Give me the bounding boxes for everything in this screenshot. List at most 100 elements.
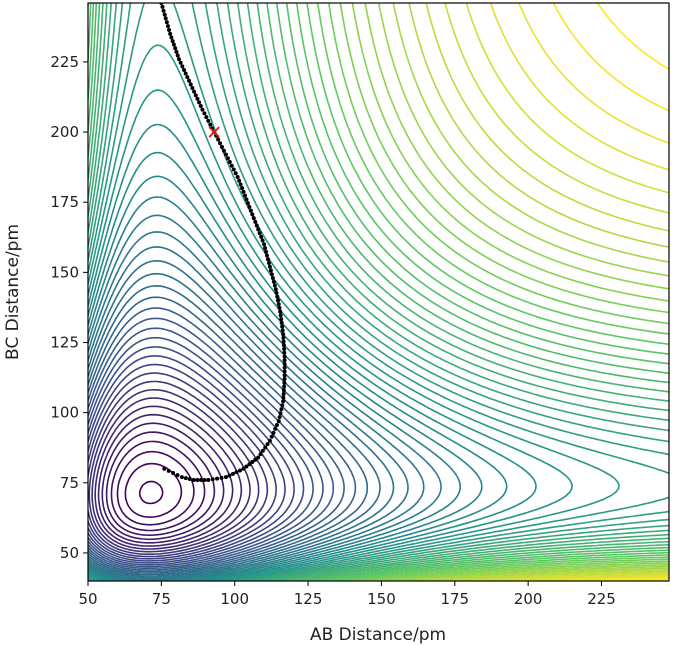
trajectory-point [179, 475, 184, 480]
trajectory-point [267, 438, 272, 443]
contour-line [88, 151, 508, 581]
x-axis-ticks: 50 75 100 125 150 175 200 225 [78, 581, 616, 608]
trajectory-point [273, 287, 278, 292]
trajectory-point [278, 309, 283, 314]
x-tick-label: 50 [78, 590, 97, 608]
contour-line [88, 123, 537, 581]
trajectory-point [204, 115, 209, 120]
trajectory-point [187, 477, 192, 482]
trajectory-point [279, 320, 284, 325]
contour-line [88, 214, 442, 581]
x-tick-label: 125 [294, 590, 323, 608]
trajectory-point [161, 8, 166, 13]
y-axis-ticks: 50 75 100 125 150 175 200 225 [50, 53, 88, 562]
trajectory-point [282, 376, 287, 381]
contour-line [444, 3, 669, 581]
contour-line [408, 3, 669, 581]
trajectory-point [170, 39, 175, 44]
contour-line [94, 405, 243, 547]
trajectory-point [280, 324, 285, 329]
trajectory-point [165, 24, 170, 29]
trajectory-point [280, 403, 285, 408]
y-tick-label: 200 [50, 123, 79, 141]
trajectory-point [188, 82, 193, 87]
trajectory-point [235, 174, 240, 179]
trajectory-point [247, 462, 252, 467]
trajectory-point [237, 178, 242, 183]
trajectory-point [181, 67, 186, 72]
trajectory-point [280, 328, 285, 333]
trajectory-point [267, 264, 272, 269]
trajectory-point [257, 231, 262, 236]
contour-line [116, 450, 195, 526]
plot-frame [87, 2, 670, 582]
trajectory-point [275, 294, 280, 299]
trajectory-point [268, 268, 273, 273]
trajectory-point [265, 442, 270, 447]
trajectory-point [202, 477, 207, 482]
contour-line [88, 260, 395, 577]
trajectory-point [168, 31, 173, 36]
trajectory-point [270, 275, 275, 280]
trajectory-point [279, 317, 284, 322]
contour-line [88, 346, 305, 564]
trajectory-point [191, 477, 196, 482]
trajectory-point [175, 53, 180, 58]
x-tick-label: 200 [514, 590, 543, 608]
trajectory-point [171, 470, 176, 475]
trajectory-point [281, 399, 286, 404]
trajectory-point [271, 430, 276, 435]
trajectory-point [281, 339, 286, 344]
trajectory-point [282, 354, 287, 359]
trajectory-point [175, 473, 180, 478]
trajectory-point [282, 369, 287, 374]
trajectory-point [263, 445, 268, 450]
trajectory-point [221, 148, 226, 153]
trajectory-point [169, 35, 174, 40]
trajectory-point [274, 422, 279, 427]
trajectory-point [245, 201, 250, 206]
x-axis-label: AB Distance/pm [310, 625, 446, 645]
y-tick-label: 175 [50, 193, 79, 211]
trajectory-point [253, 457, 258, 462]
trajectory-point [176, 57, 181, 62]
trajectory-point [276, 302, 281, 307]
trajectory-point [282, 384, 287, 389]
trajectory-point [229, 163, 234, 168]
contour-line [88, 355, 295, 562]
trajectory-point [278, 411, 283, 416]
trajectory-point [256, 455, 261, 460]
contour-line [88, 246, 409, 579]
trajectory-point [281, 388, 286, 393]
trajectory-point [195, 477, 200, 482]
trajectory-point [264, 253, 269, 258]
y-tick-label: 100 [50, 404, 79, 422]
trajectory-point [208, 122, 213, 127]
trajectory-point [234, 470, 239, 475]
trajectory-point [263, 246, 268, 251]
contour-line [88, 3, 669, 581]
contour-line [97, 413, 234, 544]
trajectory-point [238, 182, 243, 187]
contour-line [88, 3, 669, 581]
trajectory-point [281, 391, 286, 396]
trajectory-point [277, 415, 282, 420]
trajectory-point [198, 104, 203, 109]
trajectory-point [258, 452, 263, 457]
contour-line [88, 389, 260, 553]
trajectory-point [266, 261, 271, 266]
trajectory-point [248, 208, 253, 213]
trajectory-point [216, 137, 221, 142]
trajectory-point [192, 89, 197, 94]
trajectory-point [281, 395, 286, 400]
contour-line [91, 397, 251, 550]
start-marker-stroke [208, 126, 220, 138]
trajectory-point [251, 216, 256, 221]
trajectory-point [256, 227, 261, 232]
contour-line [88, 3, 669, 581]
trajectory-point [282, 373, 287, 378]
trajectory-point [171, 42, 176, 47]
trajectory-point [241, 466, 246, 471]
trajectory-point [183, 71, 188, 76]
